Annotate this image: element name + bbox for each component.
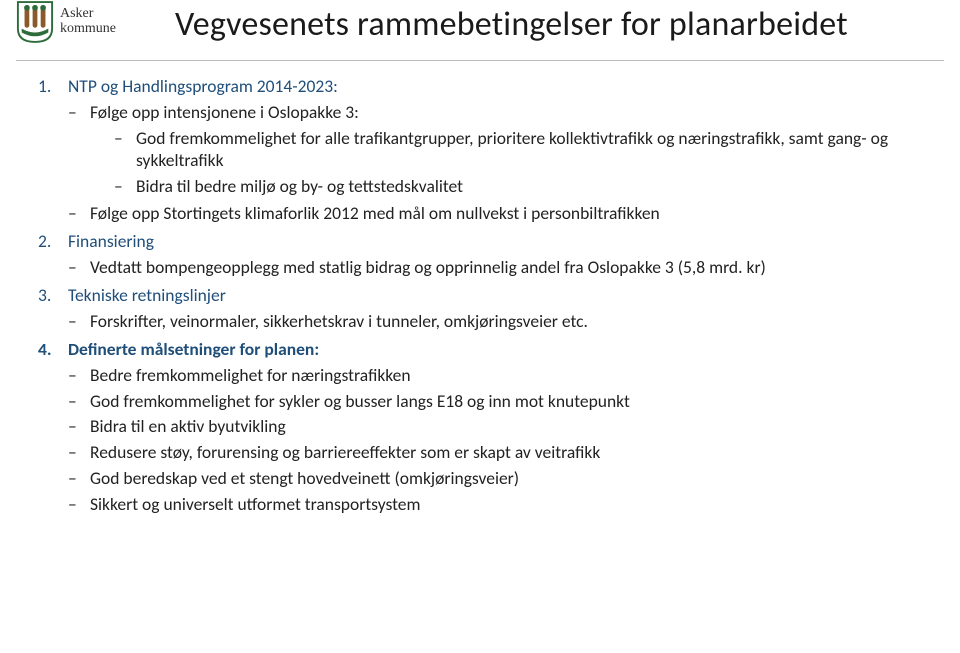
list-item: Vedtatt bompengeopplegg med statlig bidr… [68, 257, 936, 279]
list-item-text: God fremkommelighet for alle trafikantgr… [136, 127, 888, 171]
list-item: God beredskap ved et stengt hovedveinett… [68, 468, 936, 490]
section-head: Tekniske retningslinjer [68, 284, 226, 306]
section-4: Definerte målsetninger for planen: Bedre … [38, 339, 936, 516]
logo-text: Asker kommune [60, 7, 116, 36]
list-item: God fremkommelighet for alle trafikantgr… [114, 128, 936, 172]
list-item-text: God beredskap ved et stengt hovedveinett… [90, 467, 519, 489]
sub-list: God fremkommelighet for alle trafikantgr… [114, 128, 936, 198]
list-item-text: God fremkommelighet for sykler og busser… [90, 390, 630, 412]
municipal-logo: Asker kommune [16, 0, 116, 44]
list-item-text: Bedre fremkommelighet for næringstrafikk… [90, 364, 411, 386]
section-items: Følge opp intensjonene i Oslopakke 3: God… [68, 102, 936, 225]
list-item: Sikkert og universelt utformet transport… [68, 494, 936, 516]
list-item-text: Bidra til en aktiv byutvikling [90, 415, 286, 437]
list-item-text: Følge opp Stortingets klimaforlik 2012 m… [90, 202, 660, 224]
logo-line2: kommune [60, 22, 116, 37]
page-title: Vegvesenets rammebetingelser for planarb… [175, 4, 848, 45]
list-item: Bidra til en aktiv byutvikling [68, 416, 936, 438]
list-item: Redusere støy, forurensing og barriereef… [68, 442, 936, 464]
section-head: Definerte målsetninger for planen: [68, 338, 319, 360]
section-head: Finansiering [68, 230, 154, 252]
list-item-text: Redusere støy, forurensing og barriereef… [90, 441, 600, 463]
section-3: Tekniske retningslinjer Forskrifter, vein… [38, 285, 936, 333]
list-item: Følge opp Stortingets klimaforlik 2012 m… [68, 203, 936, 225]
list-item-text: Vedtatt bompengeopplegg med statlig bidr… [90, 256, 766, 278]
list-item: Bidra til bedre miljø og by- og tettsted… [114, 176, 936, 198]
list-item: Forskrifter, veinormaler, sikkerhetskrav… [68, 311, 936, 333]
list-item-text: Bidra til bedre miljø og by- og tettsted… [136, 175, 463, 197]
list-item-text: Følge opp intensjonene i Oslopakke 3: [90, 101, 359, 123]
section-items: Forskrifter, veinormaler, sikkerhetskrav… [68, 311, 936, 333]
section-items: Vedtatt bompengeopplegg med statlig bidr… [68, 257, 936, 279]
section-head: NTP og Handlingsprogram 2014-2023: [68, 75, 338, 97]
section-1: NTP og Handlingsprogram 2014-2023: Følge … [38, 76, 936, 225]
list-item-text: Sikkert og universelt utformet transport… [90, 493, 420, 515]
logo-line1: Asker [60, 7, 116, 22]
section-2: Finansiering Vedtatt bompengeopplegg med … [38, 231, 936, 279]
content-area: NTP og Handlingsprogram 2014-2023: Følge … [38, 76, 936, 522]
divider [16, 60, 944, 61]
section-items: Bedre fremkommelighet for næringstrafikk… [68, 365, 936, 516]
list-item: God fremkommelighet for sykler og busser… [68, 391, 936, 413]
list-item-text: Forskrifter, veinormaler, sikkerhetskrav… [90, 310, 588, 332]
list-item: Følge opp intensjonene i Oslopakke 3: God… [68, 102, 936, 198]
list-item: Bedre fremkommelighet for næringstrafikk… [68, 365, 936, 387]
shield-icon [16, 0, 54, 44]
